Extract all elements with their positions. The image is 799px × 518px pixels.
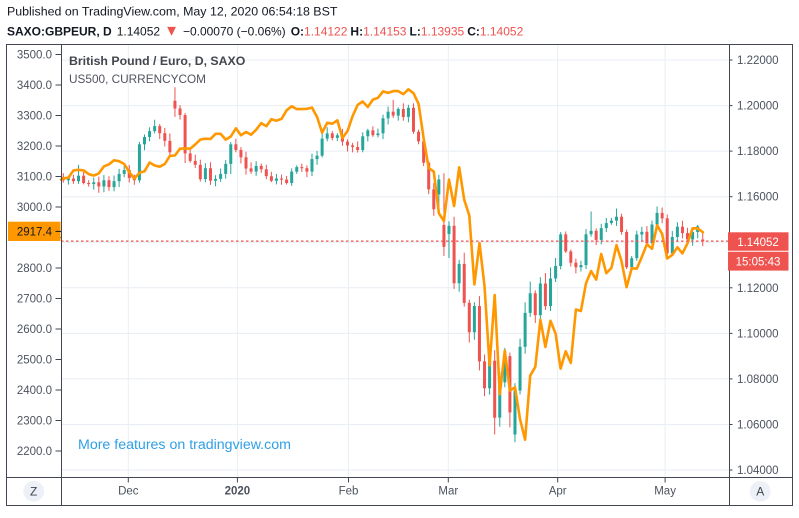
svg-text:2800.0: 2800.0 — [17, 263, 52, 275]
svg-text:1.10000: 1.10000 — [737, 328, 779, 340]
svg-text:SAXO:GBPEUR, D1.14052▼−0.00070: SAXO:GBPEUR, D 1.14052 ▼ −0.00070 (−0.06%) O… — [7, 23, 524, 40]
svg-text:3000.0: 3000.0 — [17, 202, 52, 214]
svg-text:Apr: Apr — [549, 486, 567, 498]
svg-text:1.12000: 1.12000 — [737, 283, 779, 295]
svg-text:1.18000: 1.18000 — [737, 146, 779, 158]
svg-text:1.14052: 1.14052 — [737, 237, 779, 249]
svg-text:3300.0: 3300.0 — [17, 111, 52, 123]
svg-text:2300.0: 2300.0 — [17, 416, 52, 428]
svg-text:2020: 2020 — [225, 486, 251, 498]
svg-text:2500.0: 2500.0 — [17, 355, 52, 367]
svg-text:3200.0: 3200.0 — [17, 141, 52, 153]
svg-text:May: May — [654, 486, 676, 498]
svg-text:2917.4: 2917.4 — [17, 226, 53, 238]
svg-text:Published on TradingView.com,: Published on TradingView.com, May 12, 20… — [7, 5, 338, 19]
svg-text:2400.0: 2400.0 — [17, 385, 52, 397]
svg-text:A: A — [756, 485, 764, 499]
svg-text:US500, CURRENCYCOM: US500, CURRENCYCOM — [69, 72, 206, 86]
svg-text:1.16000: 1.16000 — [737, 192, 779, 204]
svg-text:1.20000: 1.20000 — [737, 101, 779, 113]
svg-text:Mar: Mar — [438, 486, 458, 498]
svg-text:Feb: Feb — [339, 486, 359, 498]
svg-text:2700.0: 2700.0 — [17, 294, 52, 306]
svg-text:2600.0: 2600.0 — [17, 324, 52, 336]
svg-text:Z: Z — [30, 485, 37, 499]
svg-text:15:05:43: 15:05:43 — [736, 256, 781, 268]
svg-text:2200.0: 2200.0 — [17, 446, 52, 458]
svg-text:1.08000: 1.08000 — [737, 374, 779, 386]
svg-text:1.04000: 1.04000 — [737, 465, 779, 477]
svg-text:More features on tradingview.c: More features on tradingview.com — [78, 437, 291, 453]
svg-text:3500.0: 3500.0 — [17, 50, 52, 62]
svg-text:British Pound / Euro, D, SAXO: British Pound / Euro, D, SAXO — [69, 54, 246, 68]
svg-text:3400.0: 3400.0 — [17, 80, 52, 92]
svg-text:1.06000: 1.06000 — [737, 420, 779, 432]
svg-text:1.22000: 1.22000 — [737, 55, 779, 67]
svg-text:3100.0: 3100.0 — [17, 172, 52, 184]
svg-text:Dec: Dec — [118, 486, 139, 498]
